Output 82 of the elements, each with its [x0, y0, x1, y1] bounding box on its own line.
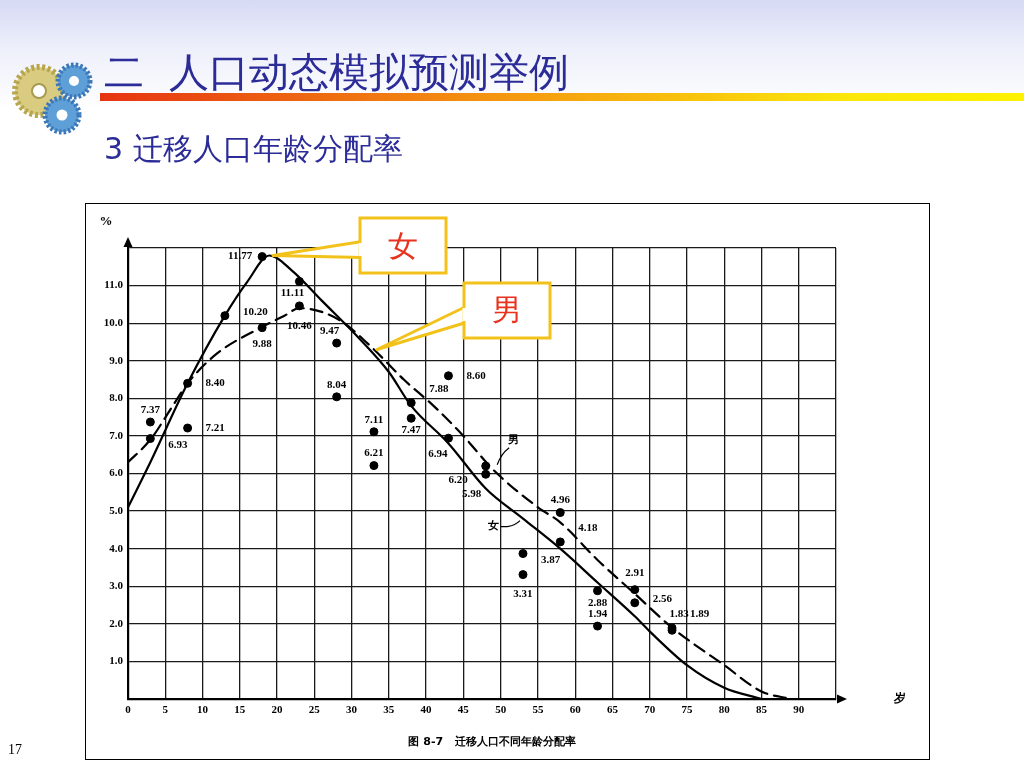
x-tick-label: 30 [346, 703, 358, 716]
x-tick-label: 75 [681, 703, 693, 716]
point [555, 537, 565, 547]
x-tick-label: 35 [383, 703, 395, 716]
data-label: 3.31 [513, 587, 533, 600]
x-tick-label: 50 [495, 703, 507, 716]
x-tick-label: 0 [125, 703, 132, 716]
point [630, 585, 640, 595]
data-label: 7.88 [429, 381, 449, 394]
point [481, 469, 491, 479]
x-tick-label: 90 [793, 703, 805, 716]
data-label: 3.87 [540, 553, 561, 566]
x-axis-title: 岁 [893, 691, 906, 706]
data-label: 6.93 [168, 438, 189, 451]
point [332, 392, 342, 402]
point [593, 586, 603, 596]
y-tick-label: 7.0 [109, 428, 124, 441]
data-label: 9.88 [252, 336, 273, 349]
caption: 图 8-7 迁移人口不同年龄分配率 [408, 734, 576, 748]
data-label: 2.91 [625, 566, 645, 579]
point [183, 423, 193, 433]
x-tick-label: 80 [718, 703, 731, 716]
point [332, 338, 342, 348]
data-label: 7.21 [205, 420, 225, 433]
x-tick-label: 40 [420, 703, 433, 716]
y-tick-label: 4.0 [109, 541, 124, 554]
data-label: 9.47 [320, 323, 340, 336]
y-tick-label: 11.0 [104, 278, 124, 291]
text: 17 [8, 742, 22, 758]
y-tick-label: 3.0 [109, 579, 124, 592]
data-label: 4.18 [578, 520, 598, 533]
x-tick-label: 65 [606, 703, 619, 716]
y-tick-label: 2.0 [109, 616, 124, 629]
y-tick-label: 1.0 [109, 654, 124, 667]
point [145, 417, 155, 427]
data-label: 2.88 [587, 595, 608, 608]
point [593, 621, 603, 631]
data-label: 4.96 [550, 493, 571, 506]
text: 男 [506, 432, 519, 446]
data-label: 1.89 [690, 606, 710, 619]
chart-subtitle: 3 迁移人口年龄分配率 [104, 131, 403, 166]
data-label: 8.60 [466, 368, 487, 381]
data-label: 7.37 [140, 402, 161, 415]
data-label: 6.94 [428, 447, 449, 460]
x-tick-label: 20 [271, 703, 284, 716]
data-label: 7.11 [364, 412, 384, 425]
text: 男 [491, 292, 522, 328]
point [406, 413, 416, 423]
data-label: 2.56 [652, 592, 673, 605]
data-label: 11.11 [280, 286, 305, 299]
data-label: 6.21 [364, 446, 384, 459]
y-axis-title: % [99, 213, 113, 229]
x-tick-label: 10 [197, 703, 209, 716]
y-tick-label: 10.0 [103, 316, 124, 329]
x-tick-label: 15 [234, 703, 246, 716]
x-tick-label: 60 [569, 703, 582, 716]
point [555, 508, 565, 518]
x-tick-label: 70 [644, 703, 656, 716]
y-tick-label: 9.0 [109, 353, 124, 366]
data-label: 10.20 [242, 304, 269, 317]
point [518, 570, 528, 580]
x-tick-label: 45 [457, 703, 470, 716]
x-tick-label: 55 [532, 703, 544, 716]
point [630, 598, 640, 608]
point [369, 461, 379, 471]
point [145, 434, 155, 444]
data-label: 1.94 [587, 606, 608, 619]
x-tick-label: 5 [162, 703, 169, 716]
point [518, 549, 528, 559]
data-label: 7.47 [401, 423, 422, 436]
y-tick-label: 6.0 [109, 466, 124, 479]
y-tick-label: 5.0 [109, 503, 124, 516]
series-label: 女 [486, 519, 499, 533]
point [369, 427, 379, 437]
point [443, 371, 453, 381]
y-tick-label: 8.0 [109, 391, 124, 404]
x-tick-label: 25 [308, 703, 321, 716]
x-tick-label: 85 [755, 703, 768, 716]
data-label: 8.04 [327, 377, 347, 390]
chart-title: 二 人口动态模拟预测举例 [104, 49, 570, 95]
text: 女 [387, 227, 418, 263]
data-label: 8.40 [205, 376, 226, 389]
